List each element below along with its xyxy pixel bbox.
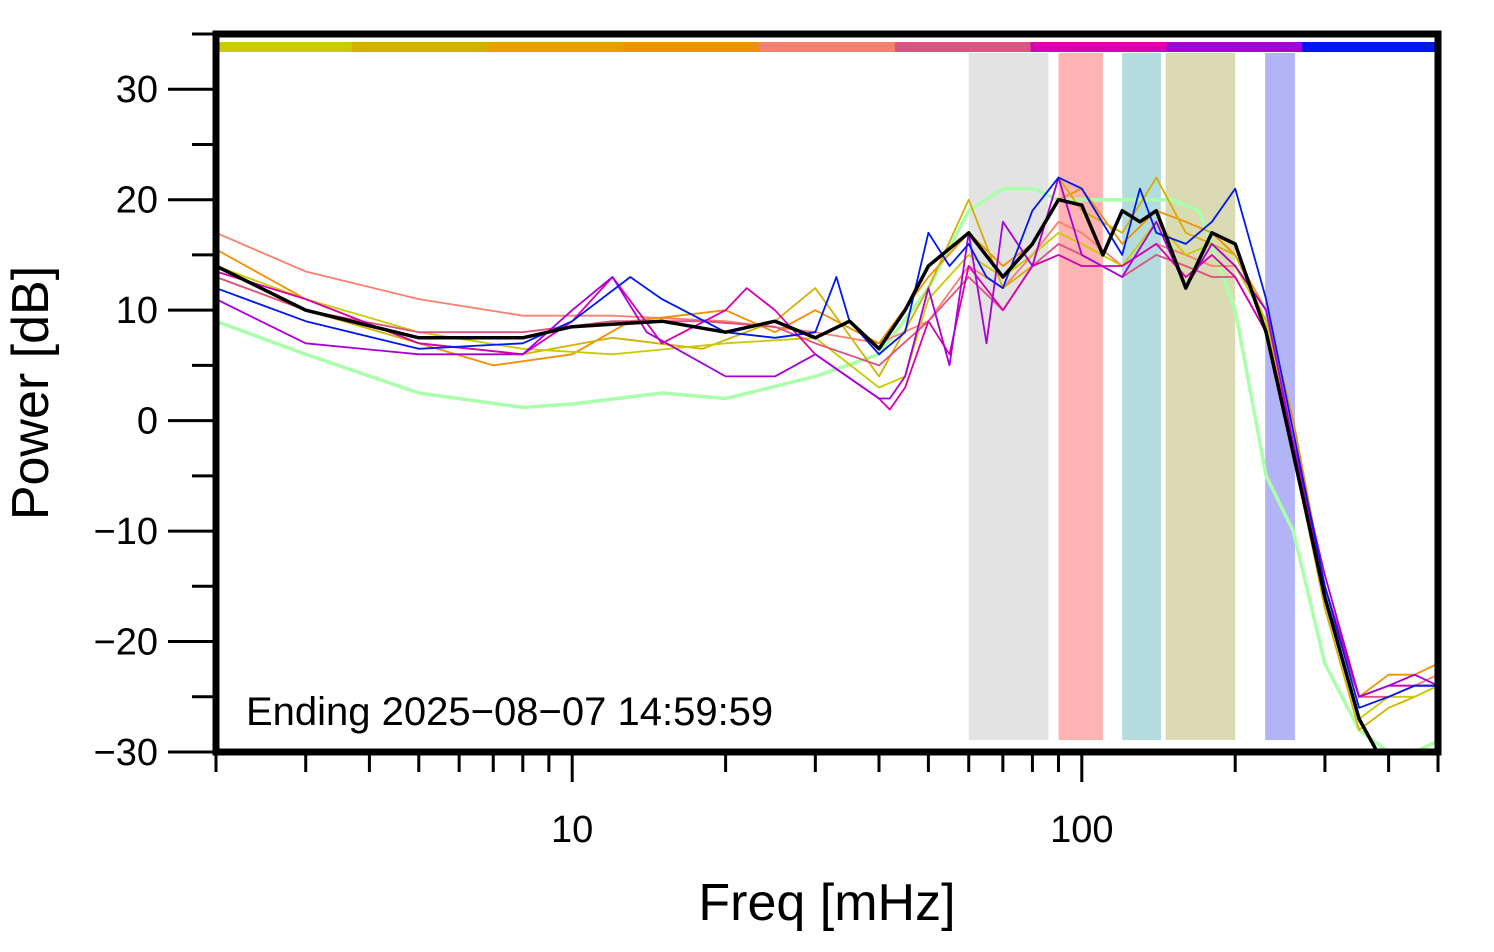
y-tick-label: 20 (116, 180, 158, 222)
band-2 (1058, 53, 1103, 740)
y-tick-label: 10 (116, 290, 158, 332)
y-tick-label: 30 (116, 69, 158, 111)
series-line-8 (216, 176, 1438, 698)
top-color-bar (216, 42, 1439, 52)
x-axis-ticks: 10 100 (214, 752, 1440, 851)
annotation-text: Ending 2025−08−07 14:59:59 (246, 690, 773, 734)
top-bar-segment-9 (1302, 42, 1439, 52)
y-tick-label: −30 (94, 732, 158, 774)
top-bar-segment-2 (351, 42, 489, 52)
x-tick-label: 100 (1050, 809, 1113, 851)
y-tick-label: −20 (94, 622, 158, 664)
x-tick-label: 10 (551, 809, 593, 851)
top-bar-segment-1 (216, 42, 353, 52)
series-line-3 (216, 187, 1438, 698)
y-axis-title: Power [dB] (2, 266, 60, 520)
series-lines (216, 176, 1438, 752)
series-line-10 (216, 197, 1380, 752)
band-4 (1165, 53, 1236, 740)
series-line-9 (216, 176, 1438, 709)
top-bar-segment-3 (487, 42, 624, 52)
band-3 (1122, 53, 1161, 740)
top-bar-segment-5 (759, 42, 896, 52)
y-axis-ticks: 30 20 10 0 −10 −20 −30 (94, 32, 216, 774)
y-tick-label: −10 (94, 511, 158, 553)
x-axis-title: Freq [mHz] (698, 874, 955, 932)
frequency-bands (968, 53, 1295, 740)
plot-frame (212, 30, 1442, 756)
series-line-1 (216, 186, 1438, 752)
top-bar-segment-7 (1030, 42, 1167, 52)
series-line-7 (216, 242, 1438, 698)
top-bar-segment-6 (894, 42, 1032, 52)
top-bar-segment-8 (1166, 42, 1303, 52)
top-bar-segment-4 (623, 42, 760, 52)
y-tick-label: 0 (137, 401, 158, 443)
band-1 (968, 53, 1049, 740)
